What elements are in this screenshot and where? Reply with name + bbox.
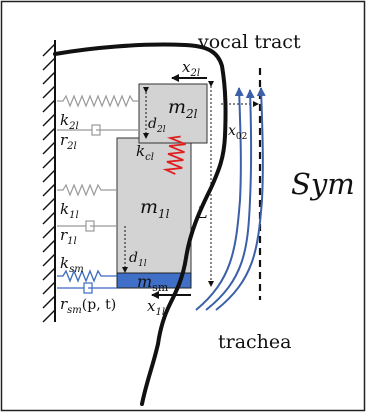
- label-L: L: [196, 203, 208, 222]
- label-trachea: trachea: [218, 331, 292, 353]
- label-x02: x02: [228, 123, 247, 142]
- label-r1l: r1l: [60, 226, 77, 247]
- mass-m2l-block: [138, 83, 208, 144]
- coupling-spring-kcl: [162, 135, 186, 175]
- spring-k2l: [57, 94, 139, 108]
- label-msm: msm: [137, 272, 169, 294]
- label-ksm: ksm: [60, 254, 84, 275]
- label-sym: Sym: [291, 167, 355, 201]
- label-x1l: x1l: [147, 297, 165, 318]
- label-k2l: k2l: [60, 111, 79, 132]
- label-d2l: d2l: [148, 116, 166, 135]
- label-r2l: r2l: [60, 131, 77, 152]
- label-rsm: rsm(p, t): [60, 295, 116, 316]
- damper-r1l: [57, 220, 117, 232]
- label-kcl: kcl: [136, 142, 154, 163]
- fixed-wall: [42, 40, 56, 323]
- airflow-arrows: [195, 87, 266, 311]
- mass-msm-block: [116, 272, 192, 289]
- spring-k1l: [57, 183, 117, 197]
- label-m2l: m2l: [168, 96, 198, 121]
- label-m1l: m1l: [140, 196, 170, 221]
- label-vocal-tract: vocal tract: [197, 31, 301, 53]
- damper-rsm: [57, 282, 117, 294]
- spring-ksm: [57, 269, 117, 283]
- damper-r2l: [57, 124, 139, 136]
- label-k1l: k1l: [60, 200, 79, 221]
- vocal-fold-contour: [53, 42, 228, 406]
- label-x2l: x2l: [182, 58, 200, 79]
- label-d1l: d1l: [129, 250, 147, 269]
